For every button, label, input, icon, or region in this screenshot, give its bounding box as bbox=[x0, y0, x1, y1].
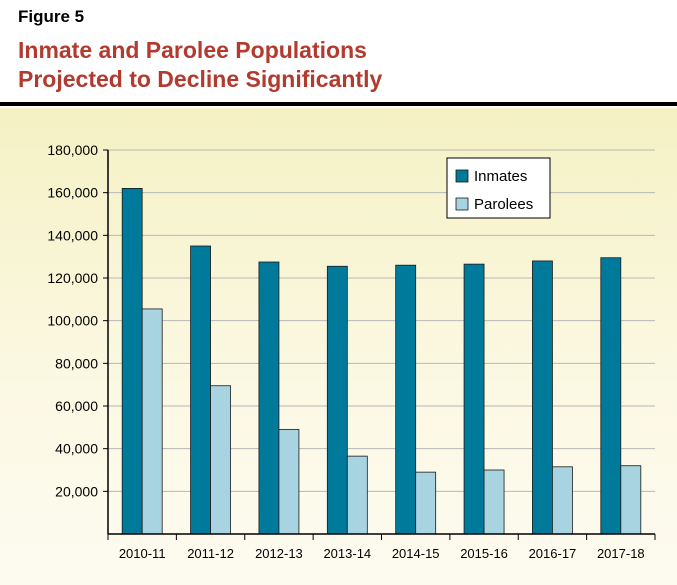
x-tick-label: 2011-12 bbox=[187, 546, 234, 561]
bar-parolees-2014-15 bbox=[415, 471, 437, 535]
x-tick-label: 2014-15 bbox=[392, 546, 440, 561]
x-tick-label: 2012-13 bbox=[255, 546, 303, 561]
bar-inmates-2010-11 bbox=[121, 188, 143, 535]
bar-inmates-2013-14 bbox=[326, 265, 348, 535]
chart-panel: 20,000 40,000 60,000 80,000 100,000 120,000 14… bbox=[0, 108, 677, 585]
x-tick-label: 2010-11 bbox=[119, 546, 166, 561]
y-tick-label: 60,000 bbox=[55, 398, 98, 414]
bar-parolees-2010-11 bbox=[141, 308, 163, 535]
y-tick-label: 160,000 bbox=[47, 185, 98, 201]
legend-label-inmates: Inmates bbox=[474, 168, 527, 185]
bar-inmates-2011-12 bbox=[190, 245, 211, 535]
y-tick-label: 140,000 bbox=[47, 227, 98, 243]
bar-parolees-2012-13 bbox=[278, 429, 300, 535]
bar-parolees-2011-12 bbox=[210, 385, 231, 535]
bar-inmates-2014-15 bbox=[395, 264, 417, 535]
y-tick-label: 40,000 bbox=[55, 441, 98, 457]
bar-inmates-2015-16 bbox=[463, 263, 485, 535]
y-tick-label: 180,000 bbox=[47, 142, 98, 158]
y-tick-label: 20,000 bbox=[55, 483, 98, 499]
bar-inmates-2016-17 bbox=[532, 260, 553, 535]
bar-inmates-2012-13 bbox=[258, 261, 280, 535]
bar-parolees-2017-18 bbox=[620, 465, 642, 535]
figure-label: Figure 5 bbox=[18, 7, 85, 26]
y-tick-label: 100,000 bbox=[47, 313, 98, 329]
bar-parolees-2013-14 bbox=[346, 455, 368, 535]
x-tick-label: 2013-14 bbox=[323, 546, 371, 561]
y-tick-label: 80,000 bbox=[55, 355, 98, 371]
figure-title: Inmate and Parolee Populations Projected… bbox=[18, 36, 382, 94]
x-tick-label: 2017-18 bbox=[597, 546, 645, 561]
legend: Inmates Parolees bbox=[446, 157, 551, 219]
legend-swatch-inmates bbox=[455, 169, 469, 183]
figure-title-line-2: Projected to Decline Significantly bbox=[18, 66, 383, 92]
bar-chart: 20,000 40,000 60,000 80,000 100,000 120,000 14… bbox=[47, 142, 656, 561]
legend-label-parolees: Parolees bbox=[474, 196, 533, 213]
x-tick-label: 2016-17 bbox=[529, 546, 577, 561]
x-tick-label: 2015-16 bbox=[460, 546, 508, 561]
bar-parolees-2015-16 bbox=[483, 469, 505, 535]
title-rule bbox=[0, 102, 677, 106]
bar-inmates-2017-18 bbox=[600, 257, 622, 535]
y-tick-label: 120,000 bbox=[47, 270, 98, 286]
figure-title-line-1: Inmate and Parolee Populations bbox=[18, 37, 367, 63]
legend-swatch-parolees bbox=[455, 197, 469, 211]
bar-parolees-2016-17 bbox=[552, 466, 573, 535]
